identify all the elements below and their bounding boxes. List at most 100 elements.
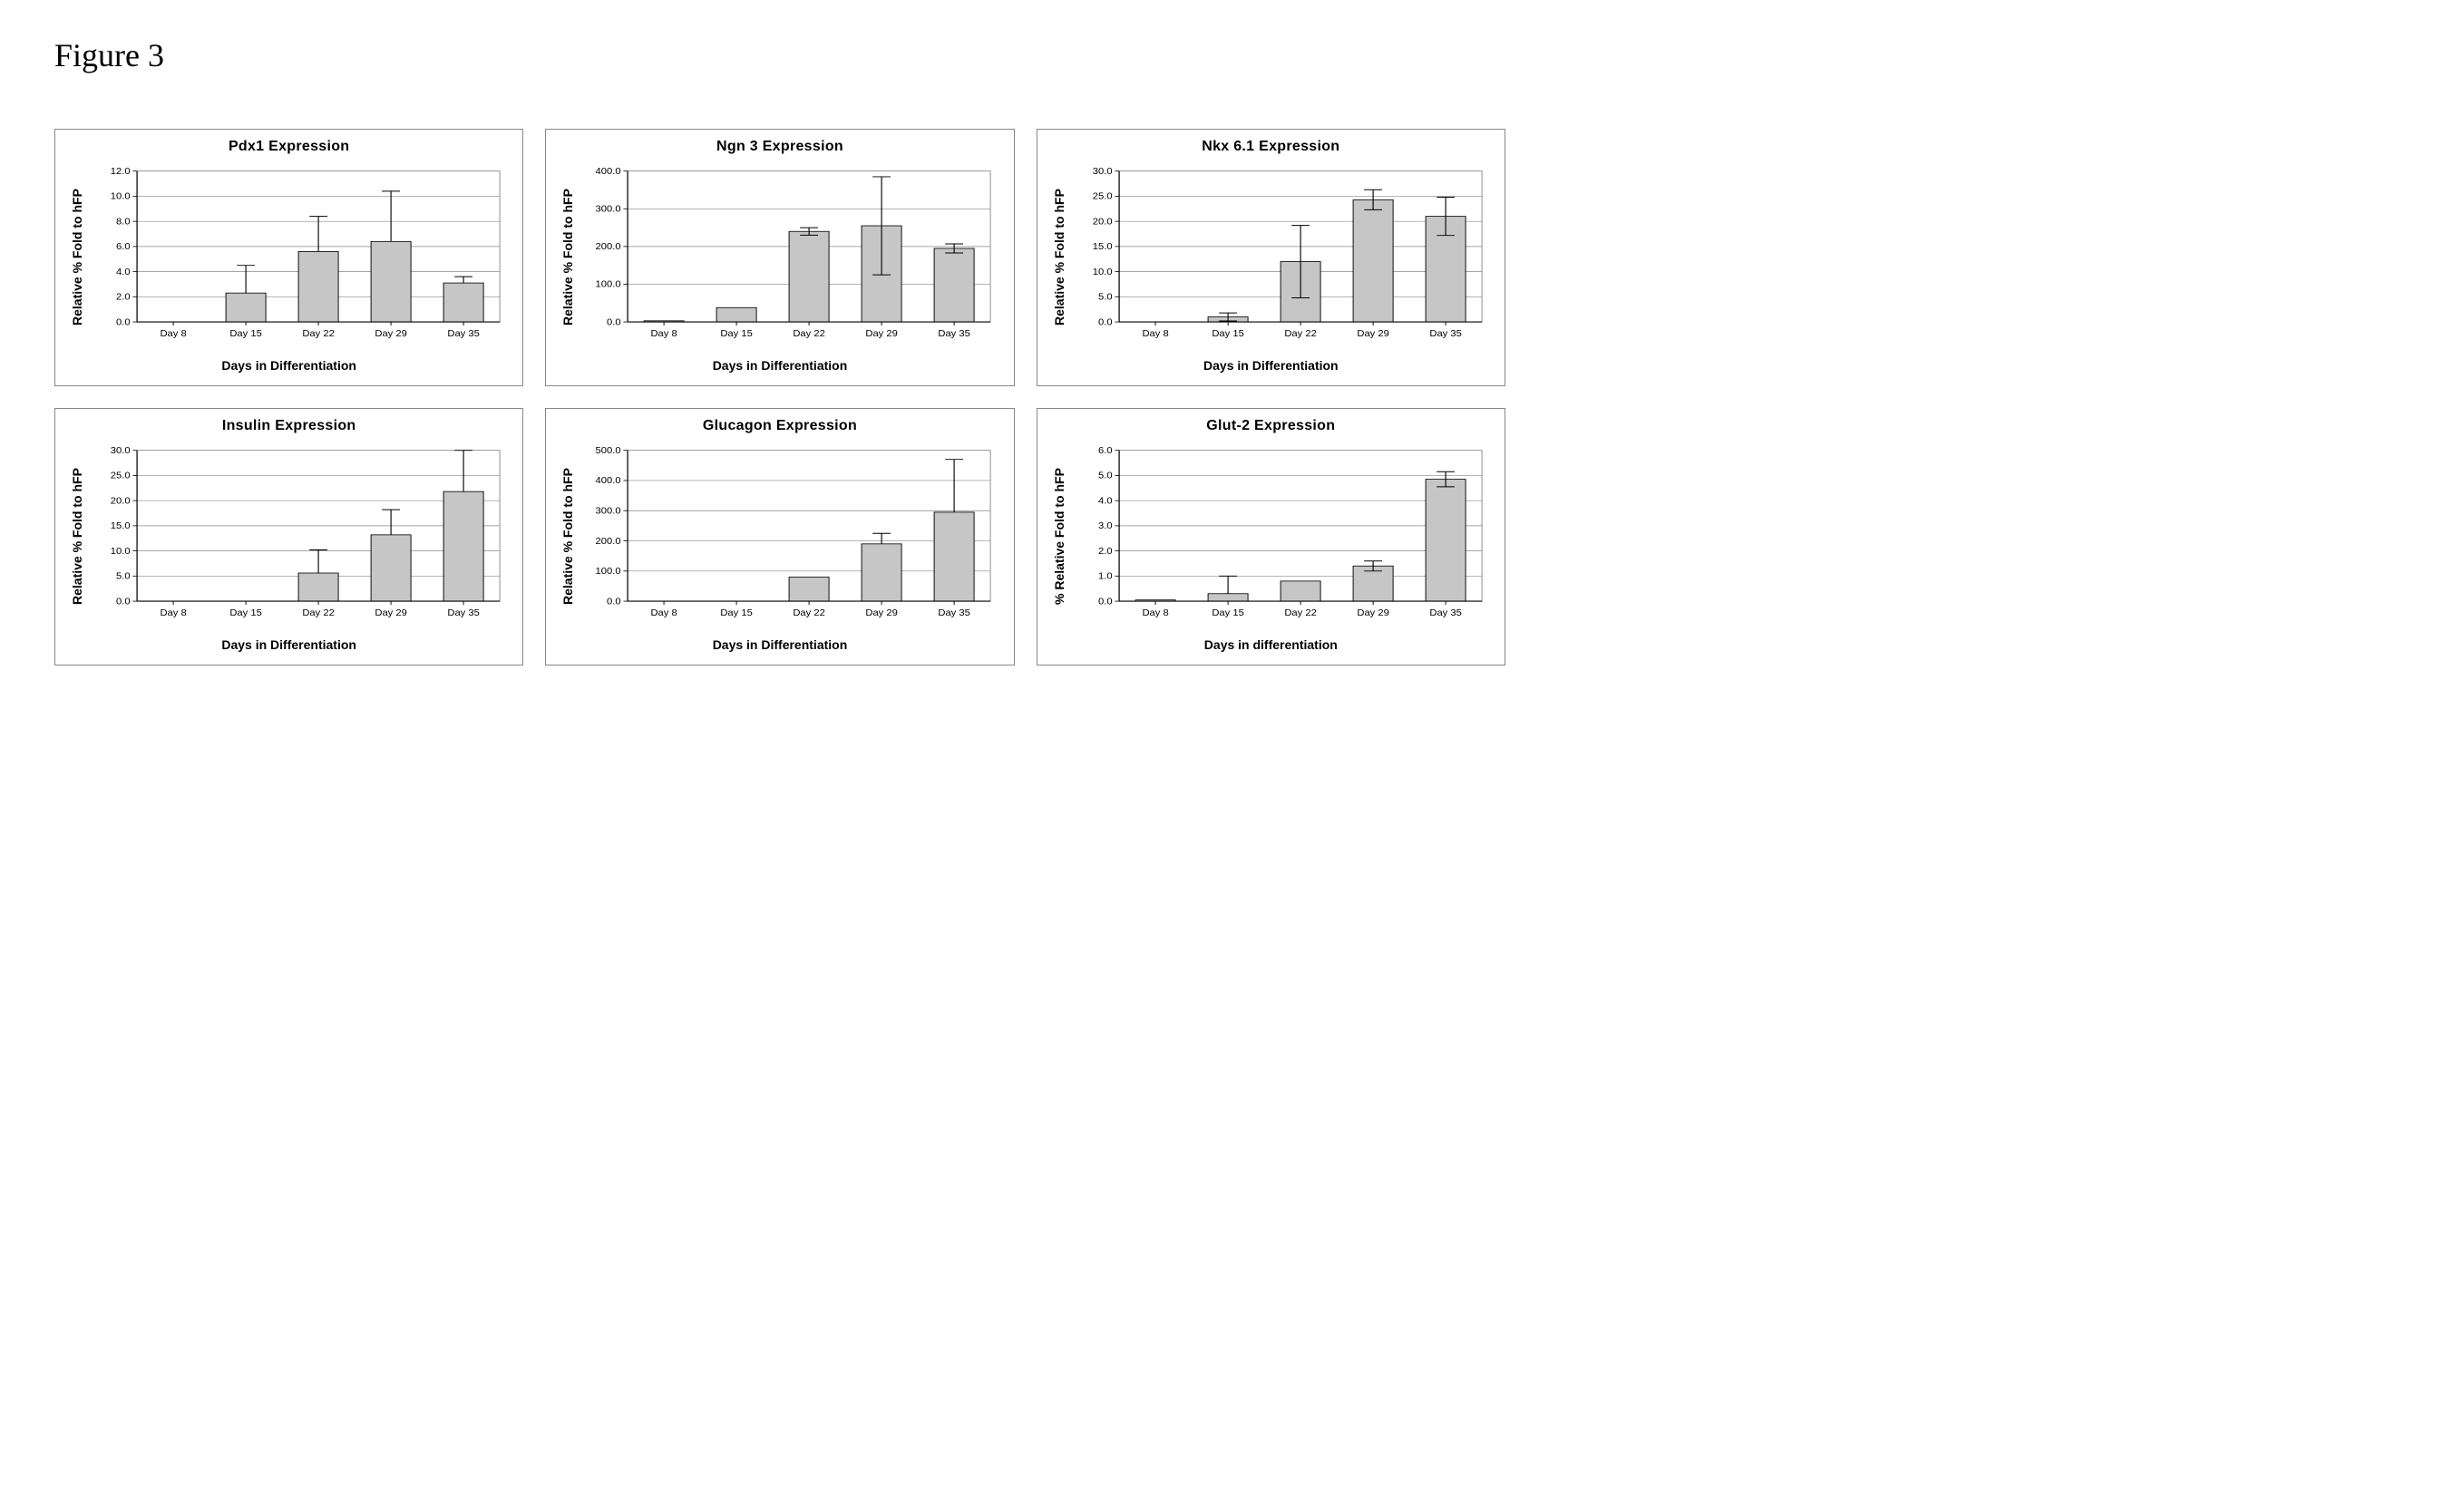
x-tick-label: Day 8 xyxy=(160,330,186,339)
y-tick-label: 2.0 xyxy=(1098,547,1113,556)
y-tick-label: 0.0 xyxy=(1098,318,1113,327)
x-tick-label: Day 8 xyxy=(651,609,677,618)
chart-title: Ngn 3 Expression xyxy=(559,139,1000,155)
x-tick-label: Day 15 xyxy=(1212,609,1244,618)
x-tick-label: Day 8 xyxy=(1142,330,1168,339)
y-tick-label: 10.0 xyxy=(111,192,131,201)
bar xyxy=(1208,594,1248,601)
bar xyxy=(226,293,266,322)
chart-panel-nkx61: Nkx 6.1 Expression Relative % Fold to hFP… xyxy=(1037,129,1505,386)
x-tick-label: Day 35 xyxy=(447,330,480,339)
y-tick-label: 5.0 xyxy=(1098,293,1113,302)
x-tick-label: Day 35 xyxy=(939,609,971,618)
x-tick-label: Day 35 xyxy=(1429,609,1462,618)
y-tick-label: 100.0 xyxy=(596,280,621,289)
bar xyxy=(298,573,338,601)
y-tick-label: 4.0 xyxy=(1098,497,1113,506)
y-tick-label: 20.0 xyxy=(111,497,131,506)
y-tick-label: 15.0 xyxy=(1092,243,1112,252)
chart-svg: 0.05.010.015.020.025.030.0Day 8Day 15Day… xyxy=(86,442,510,632)
x-tick-label: Day 22 xyxy=(794,330,826,339)
y-axis-label: % Relative Fold to hFP xyxy=(1050,442,1068,632)
chart-title: Glut-2 Expression xyxy=(1050,418,1492,434)
bar xyxy=(789,231,829,322)
x-tick-label: Day 29 xyxy=(1357,609,1389,618)
bar xyxy=(862,544,901,601)
chart-svg: 0.01.02.03.04.05.06.0Day 8Day 15Day 22Da… xyxy=(1068,442,1492,632)
bar xyxy=(934,248,974,322)
x-axis-label: Days in differentiation xyxy=(1050,637,1492,652)
x-tick-label: Day 29 xyxy=(866,330,899,339)
x-tick-label: Day 29 xyxy=(1357,330,1389,339)
bar xyxy=(371,535,411,601)
y-tick-label: 300.0 xyxy=(596,205,621,214)
x-tick-label: Day 8 xyxy=(651,330,677,339)
x-axis-label: Days in Differentiation xyxy=(559,358,1000,373)
y-tick-label: 6.0 xyxy=(116,243,131,252)
y-tick-label: 200.0 xyxy=(596,243,621,252)
x-axis-label: Days in Differentiation xyxy=(68,358,510,373)
y-tick-label: 400.0 xyxy=(596,477,621,486)
y-tick-label: 0.0 xyxy=(116,597,131,607)
x-tick-label: Day 15 xyxy=(721,330,754,339)
x-tick-label: Day 22 xyxy=(794,609,826,618)
y-tick-label: 0.0 xyxy=(607,597,621,607)
chart-panel-glucagon: Glucagon Expression Relative % Fold to hF… xyxy=(545,408,1014,665)
bar xyxy=(1426,480,1466,601)
y-tick-label: 5.0 xyxy=(1098,471,1113,481)
x-tick-label: Day 15 xyxy=(229,330,262,339)
charts-grid: Pdx1 ExpressionRelative % Fold to hFP0.0… xyxy=(54,129,1505,665)
x-tick-label: Day 35 xyxy=(939,330,971,339)
chart-svg: 0.02.04.06.08.010.012.0Day 8Day 15Day 22… xyxy=(86,162,510,353)
x-tick-label: Day 15 xyxy=(721,609,754,618)
y-tick-label: 12.0 xyxy=(111,168,131,177)
chart-title: Insulin Expression xyxy=(68,418,510,434)
chart-svg: 0.0100.0200.0300.0400.0500.0Day 8Day 15D… xyxy=(577,442,1000,632)
y-tick-label: 0.0 xyxy=(1098,597,1113,607)
bar xyxy=(716,307,756,322)
y-axis-label: Relative % Fold to hFP xyxy=(1050,162,1068,353)
y-tick-label: 400.0 xyxy=(596,168,621,177)
y-tick-label: 10.0 xyxy=(111,547,131,556)
y-tick-label: 20.0 xyxy=(1092,218,1112,227)
bar xyxy=(298,251,338,322)
y-tick-label: 5.0 xyxy=(116,572,131,581)
bar xyxy=(371,241,411,322)
x-tick-label: Day 8 xyxy=(1142,609,1168,618)
y-tick-label: 200.0 xyxy=(596,537,621,546)
y-tick-label: 25.0 xyxy=(111,471,131,481)
chart-svg: 0.05.010.015.020.025.030.0Day 8Day 15Day… xyxy=(1068,162,1492,353)
x-tick-label: Day 29 xyxy=(375,330,407,339)
bar xyxy=(789,577,829,601)
x-tick-label: Day 8 xyxy=(160,609,186,618)
bar xyxy=(1353,199,1393,322)
chart-panel-glut2: Glut-2 Expression % Relative Fold to hFP 0… xyxy=(1037,408,1505,665)
chart-svg: 0.0100.0200.0300.0400.0Day 8Day 15Day 22… xyxy=(577,162,1000,353)
bar xyxy=(1281,581,1320,601)
chart-title: Nkx 6.1 Expression xyxy=(1050,139,1492,155)
y-axis-label: Relative % Fold to hFP xyxy=(559,162,577,353)
bar xyxy=(443,491,483,601)
y-tick-label: 25.0 xyxy=(1092,192,1112,201)
y-tick-label: 6.0 xyxy=(1098,447,1113,456)
x-tick-label: Day 22 xyxy=(302,330,335,339)
y-axis-label: Relative % Fold to hFP xyxy=(559,442,577,632)
bar xyxy=(934,512,974,601)
y-tick-label: 500.0 xyxy=(596,447,621,456)
x-tick-label: Day 15 xyxy=(1212,330,1244,339)
y-axis-label: Relative % Fold to hFP xyxy=(68,442,86,632)
chart-panel-ngn3: Ngn 3 ExpressionRelative % Fold to hFP0.… xyxy=(545,129,1014,386)
x-axis-label: Days in Differentiation xyxy=(1050,358,1492,373)
y-tick-label: 1.0 xyxy=(1098,572,1113,581)
bar xyxy=(443,283,483,322)
y-tick-label: 2.0 xyxy=(116,293,131,302)
y-tick-label: 10.0 xyxy=(1092,267,1112,277)
x-tick-label: Day 22 xyxy=(1284,330,1317,339)
chart-panel-insulin: Insulin Expression Relative % Fold to hFP… xyxy=(54,408,523,665)
x-tick-label: Day 29 xyxy=(375,609,407,618)
chart-title: Glucagon Expression xyxy=(559,418,1000,434)
y-tick-label: 30.0 xyxy=(111,447,131,456)
x-tick-label: Day 35 xyxy=(1429,330,1462,339)
chart-panel-pdx1: Pdx1 ExpressionRelative % Fold to hFP0.0… xyxy=(54,129,523,386)
x-tick-label: Day 22 xyxy=(302,609,335,618)
